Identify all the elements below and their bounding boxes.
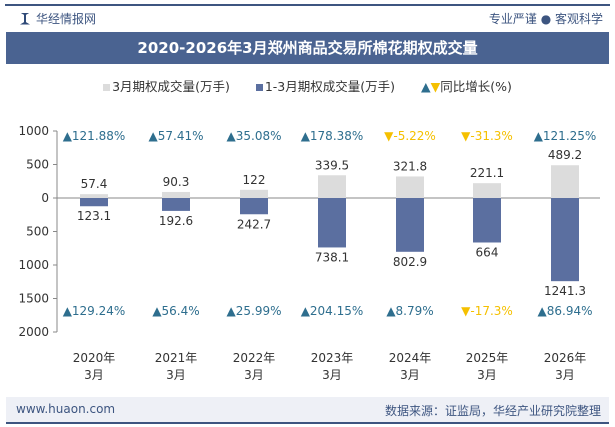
legend-growth: ▲▼同比增长(%)	[421, 76, 512, 95]
brand: 华经情报网	[20, 10, 96, 27]
bar-ytd	[80, 198, 108, 207]
growth-label-up: ▲57.41%	[149, 129, 204, 143]
legend-swatch-ytd	[255, 84, 263, 91]
legend-label-ytd: 1-3月期权成交量(万手)	[264, 79, 395, 94]
legend: 3月期权成交量(万手) 1-3月期权成交量(万手) ▲▼同比增长(%)	[0, 76, 615, 95]
data-label-march: 489.2	[548, 148, 582, 162]
x-tick-label-month: 3月	[244, 368, 264, 382]
x-tick-label-month: 3月	[400, 368, 420, 382]
growth-label-up: ▲129.24%	[63, 304, 126, 318]
x-tick-label-year: 2025年	[466, 351, 509, 365]
x-tick-label-year: 2024年	[389, 351, 432, 365]
growth-label-up: ▲86.94%	[538, 304, 593, 318]
triangle-up-icon: ▲	[421, 79, 431, 94]
data-label-ytd: 802.9	[393, 255, 427, 269]
data-label-ytd: 123.1	[77, 209, 111, 223]
bar-ytd	[240, 198, 268, 215]
data-label-ytd: 738.1	[315, 250, 349, 264]
y-tick-label: 0	[41, 191, 49, 205]
logo-icon	[20, 12, 30, 25]
legend-march: 3月期权成交量(万手)	[103, 76, 230, 95]
data-label-march: 90.3	[163, 175, 190, 189]
data-label-march: 321.8	[393, 159, 427, 173]
bar-march	[396, 176, 424, 198]
x-tick-label-month: 3月	[322, 368, 342, 382]
data-label-march: 339.5	[315, 158, 349, 172]
bar-march	[80, 194, 108, 198]
y-tick-label: 2000	[18, 325, 49, 339]
growth-label-up: ▲178.38%	[301, 129, 364, 143]
website: www.huaon.com	[16, 402, 116, 416]
slogan: 专业严谨 ● 客观科学	[488, 12, 603, 26]
growth-label-up: ▲8.79%	[386, 304, 433, 318]
bar-march	[162, 191, 190, 198]
y-tick-label: 1000	[18, 258, 49, 272]
y-tick-label: 1500	[18, 292, 49, 306]
footer: www.huaon.com 数据来源：证监局，华经产业研究院整理	[6, 397, 609, 424]
y-tick-label: 1000	[18, 124, 49, 138]
growth-label-up: ▲35.08%	[227, 129, 282, 143]
bar-march	[240, 189, 268, 198]
growth-label-up: ▲121.88%	[63, 129, 126, 143]
source: 数据来源：证监局，华经产业研究院整理	[384, 404, 601, 418]
bar-march	[473, 183, 501, 198]
data-label-ytd: 242.7	[237, 217, 271, 231]
growth-label-up: ▲204.15%	[301, 304, 364, 318]
bar-ytd	[551, 198, 579, 282]
y-tick-label: 500	[26, 225, 49, 239]
bar-march	[551, 165, 579, 198]
triangle-down-icon: ▼	[430, 79, 441, 94]
x-tick-label-year: 2023年	[311, 351, 354, 365]
data-label-ytd: 1241.3	[544, 284, 586, 298]
bar-ytd	[396, 198, 424, 252]
x-tick-label-month: 3月	[477, 368, 497, 382]
x-tick-label-month: 3月	[166, 368, 186, 382]
data-label-ytd: 192.6	[159, 214, 193, 228]
legend-label-growth: 同比增长(%)	[440, 79, 512, 94]
chart-title: 2020-2026年3月郑州商品交易所棉花期权成交量	[6, 32, 609, 64]
top-border	[5, 4, 610, 6]
growth-label-down: ▼-17.3%	[461, 304, 513, 318]
brand-name: 华经情报网	[36, 12, 97, 26]
x-tick-label-year: 2022年	[233, 351, 276, 365]
data-label-ytd: 664	[476, 245, 499, 259]
data-label-march: 122	[243, 173, 266, 187]
x-tick-label-month: 3月	[555, 368, 575, 382]
bar-march	[318, 175, 346, 198]
data-label-march: 221.1	[470, 166, 504, 180]
growth-label-down: ▼-5.22%	[384, 129, 436, 143]
data-label-march: 57.4	[81, 177, 108, 191]
x-tick-label-year: 2020年	[73, 351, 116, 365]
x-tick-label-year: 2021年	[155, 351, 198, 365]
bar-ytd	[318, 198, 346, 248]
legend-ytd: 1-3月期权成交量(万手)	[255, 76, 395, 95]
bar-ytd	[162, 198, 190, 211]
y-tick-label: 500	[26, 158, 49, 172]
legend-swatch-march	[103, 84, 111, 91]
growth-label-up: ▲56.4%	[152, 304, 199, 318]
x-tick-label-month: 3月	[84, 368, 104, 382]
bar-ytd	[473, 198, 501, 243]
x-tick-label-year: 2026年	[544, 351, 587, 365]
growth-label-up: ▲121.25%	[534, 129, 597, 143]
legend-label-march: 3月期权成交量(万手)	[112, 79, 230, 94]
growth-label-down: ▼-31.3%	[461, 129, 513, 143]
growth-label-up: ▲25.99%	[227, 304, 282, 318]
